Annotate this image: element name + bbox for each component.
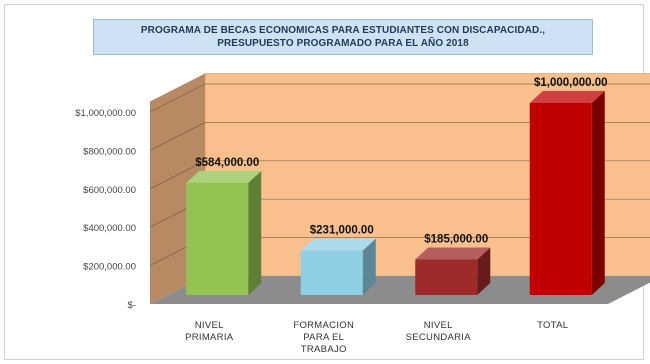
bar-top: [300, 238, 376, 251]
bar: [186, 182, 249, 295]
x-tick-label-line: PRIMARIA: [185, 332, 234, 343]
y-tick-label: $600,000.00: [83, 185, 136, 196]
x-tick-label-line: NIVEL: [423, 320, 453, 331]
x-tick-label-line: SECUNDARIA: [405, 332, 471, 343]
x-tick-label: TOTAL: [503, 320, 603, 332]
gridline-side: [149, 122, 206, 151]
chart-title: PROGRAMA DE BECAS ECONOMICAS PARA ESTUDI…: [93, 19, 593, 55]
x-tick-label: NIVEL SECUNDARIA: [388, 320, 488, 344]
data-label: $185,000.00: [424, 233, 488, 245]
x-tick-label-line: TOTAL: [537, 320, 569, 331]
x-tick-label-line: TRABAJO: [300, 344, 347, 355]
y-tick-label: $800,000.00: [83, 146, 136, 157]
x-tick-label-line: NIVEL: [194, 320, 224, 331]
bar-side: [477, 247, 491, 295]
y-tick-label: $1,000,000.00: [75, 108, 136, 119]
chart-title-line-2: PRESUPUESTO PROGRAMADO PARA EL AÑO 2018: [217, 38, 469, 49]
floor: [150, 276, 650, 304]
bar: [415, 259, 478, 295]
x-tick-label-line: PARA EL: [303, 332, 345, 343]
bar-top: [415, 247, 491, 260]
bar-top: [529, 91, 605, 103]
bar-top: [186, 170, 262, 183]
gridline-side: [149, 83, 206, 113]
bar-side: [248, 170, 262, 295]
bar-side: [591, 91, 605, 295]
bar: [529, 103, 592, 295]
data-label: $584,000.00: [195, 157, 259, 169]
data-label: $1,000,000.00: [534, 77, 608, 89]
bar-side: [362, 238, 376, 295]
x-tick-label: FORMACION PARA EL TRABAJO: [274, 320, 374, 356]
chart-title-line-1: PROGRAMA DE BECAS ECONOMICAS PARA ESTUDI…: [140, 25, 546, 36]
y-tick-label: $-: [128, 300, 136, 311]
data-label: $231,000.00: [310, 225, 374, 237]
bar: [300, 250, 363, 295]
x-tick-label-line: FORMACION: [293, 320, 355, 331]
gridline-side: [149, 160, 206, 190]
y-tick-label: $400,000.00: [83, 223, 136, 234]
x-tick-label: NIVEL PRIMARIA: [159, 320, 259, 344]
y-tick-label: $200,000.00: [83, 262, 136, 273]
